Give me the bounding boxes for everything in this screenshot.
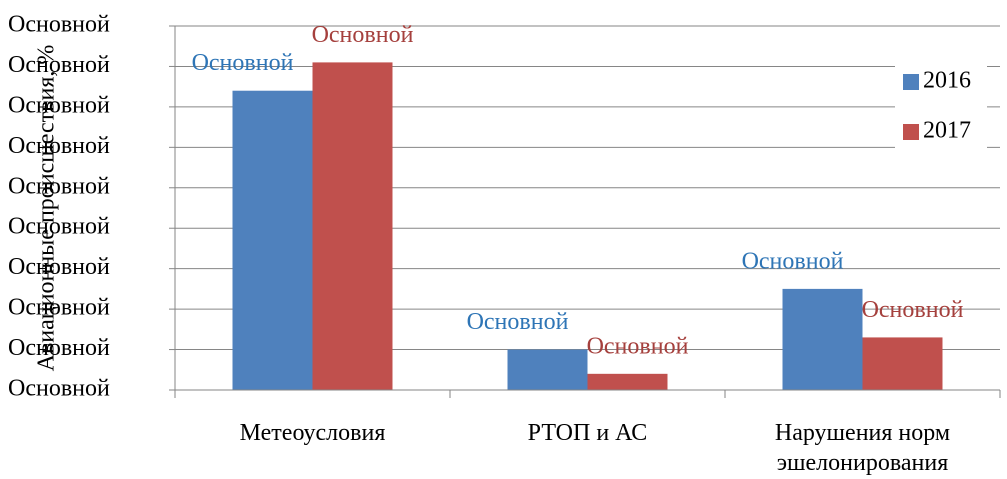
data-label: Основной [862,297,964,323]
data-label: Основной [742,248,844,274]
data-label: Основной [467,309,569,335]
y-tick-label: Основной [8,335,110,361]
legend-label: 2016 [923,68,971,94]
legend-label: 2017 [923,118,971,144]
y-tick-label: Основной [8,214,110,240]
y-tick-label: Основной [8,254,110,280]
y-tick-label: Основной [8,52,110,78]
y-tick-label: Основной [8,133,110,159]
data-label: Основной [312,22,414,48]
x-tick-label: Метеоусловия [239,420,386,446]
legend-swatch [903,124,919,140]
y-tick-label: Основной [8,173,110,199]
legend-swatch [903,74,919,90]
bar [312,62,393,391]
x-tick-label: РТОП и АС [527,420,648,446]
x-tick-label: Нарушения норм эшелонирования [774,420,951,476]
y-axis-label: Авиационные происшествия, % [34,45,60,372]
y-tick-label: Основной [8,295,110,321]
y-tick-label: Основной [8,12,110,38]
y-tick-label: Основной [8,92,110,118]
bar [862,337,943,390]
bar [232,90,313,390]
data-label: Основной [192,50,294,76]
data-label: Основной [587,333,689,359]
bar [507,349,588,390]
bar [587,373,668,390]
bar [782,288,863,390]
y-tick-label: Основной [8,376,110,402]
